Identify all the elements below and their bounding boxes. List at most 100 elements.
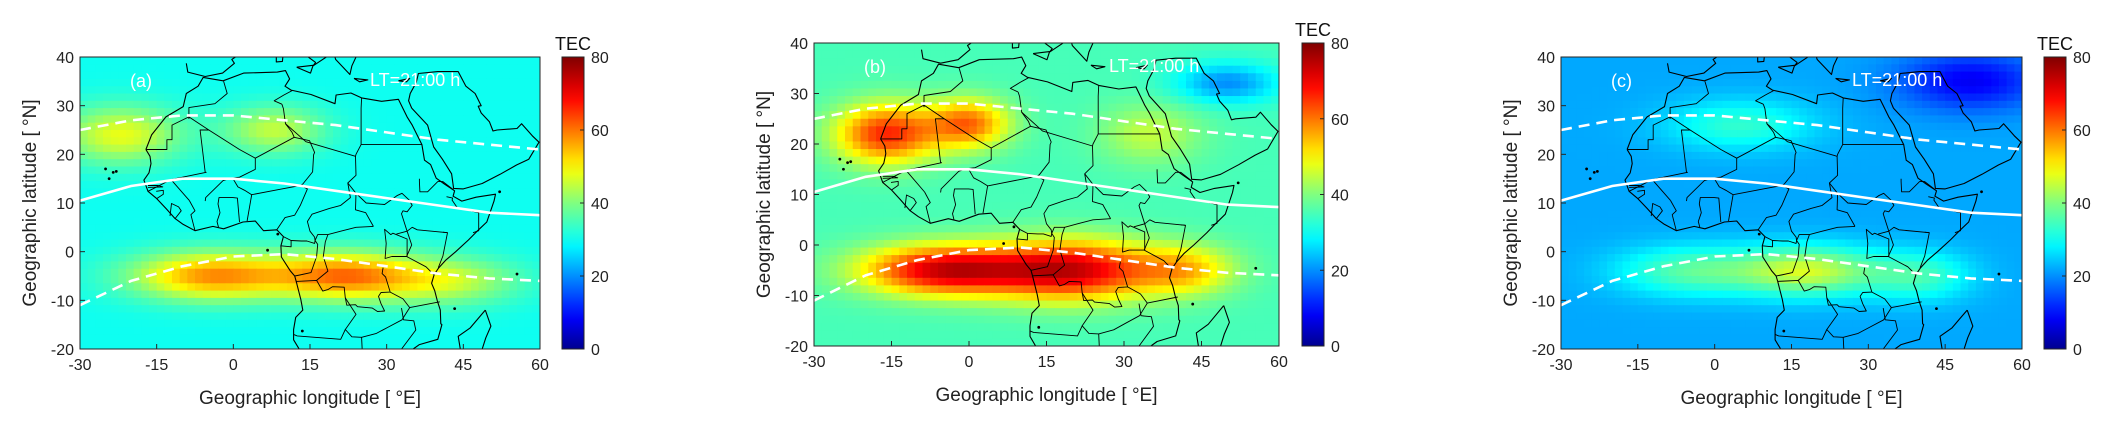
heatmap-cell: [1147, 300, 1156, 309]
island-dot: [453, 307, 457, 311]
heatmap-cell: [501, 151, 510, 160]
country-border: [296, 279, 391, 312]
heatmap-cell: [984, 330, 993, 340]
heatmap-cell: [1077, 50, 1086, 59]
heatmap-cell: [953, 277, 962, 287]
heatmap-cell: [271, 100, 280, 109]
heatmap-cell: [976, 217, 986, 226]
heatmap-cell: [486, 166, 495, 175]
heatmap-cell: [1100, 277, 1110, 287]
heatmap-cell: [494, 297, 503, 306]
heatmap-cell: [432, 181, 441, 189]
heatmap-cell: [363, 203, 372, 211]
heatmap-cell: [225, 290, 234, 299]
heatmap-cell: [821, 65, 831, 74]
heatmap-cell: [440, 305, 449, 314]
heatmap-cell: [1155, 247, 1164, 256]
heatmap-cell: [532, 246, 540, 255]
heatmap-cell: [294, 71, 303, 80]
heatmap-cell: [509, 188, 518, 197]
heatmap-cell: [379, 327, 388, 335]
heatmap-cell: [287, 341, 296, 349]
heatmap-cell: [1085, 315, 1094, 324]
heatmap-cell: [876, 65, 885, 74]
heatmap-cell: [1186, 111, 1195, 120]
heatmap-cell: [524, 93, 533, 102]
heatmap-cell: [440, 100, 449, 109]
heatmap-cell: [1085, 118, 1094, 127]
heatmap-cell: [95, 108, 104, 116]
heatmap-cell: [225, 334, 234, 343]
heatmap-cell: [455, 261, 464, 270]
heatmap-cell: [241, 195, 250, 204]
heatmap-cell: [1085, 171, 1094, 180]
x-tick-label: 15: [301, 357, 319, 374]
heatmap-cell: [1147, 308, 1156, 317]
heatmap-cell: [524, 283, 533, 292]
heatmap-cell: [118, 181, 127, 189]
heatmap-cell: [248, 341, 257, 349]
heatmap-cell: [876, 80, 885, 90]
heatmap-cell: [340, 130, 349, 138]
heatmap-cell: [938, 202, 947, 211]
heatmap-cell: [1232, 255, 1241, 264]
heatmap-cell: [1000, 247, 1009, 256]
heatmap-cell: [1000, 80, 1009, 90]
heatmap-cell: [417, 122, 426, 131]
heatmap-cell: [287, 173, 296, 182]
heatmap-cell: [1178, 292, 1187, 302]
heatmap-cell: [486, 144, 495, 153]
heatmap-cell: [363, 261, 372, 270]
heatmap-cell: [241, 188, 250, 197]
heatmap-cell: [1085, 270, 1094, 279]
heatmap-cell: [1077, 80, 1086, 90]
heatmap-cell: [845, 338, 854, 346]
heatmap-cell: [845, 323, 854, 332]
heatmap-cell: [126, 195, 135, 204]
heatmap-cell: [478, 210, 487, 219]
heatmap-cell: [1085, 164, 1094, 173]
heatmap-cell: [1263, 103, 1272, 112]
heatmap-cell: [524, 115, 533, 124]
heatmap-cell: [371, 290, 380, 299]
heatmap-cell: [279, 130, 288, 138]
heatmap-cell: [172, 312, 181, 321]
heatmap-cell: [402, 217, 411, 226]
heatmap-cell: [914, 96, 924, 105]
heatmap-cell: [914, 43, 924, 52]
heatmap-cell: [440, 166, 449, 175]
heatmap-cell: [1100, 209, 1110, 218]
heatmap-cell: [860, 65, 869, 74]
heatmap-cell: [348, 276, 357, 284]
heatmap-cell: [969, 270, 978, 279]
heatmap-cell: [1031, 96, 1040, 105]
heatmap-cell: [471, 71, 480, 80]
heatmap-cell: [271, 232, 280, 241]
heatmap-cell: [1217, 58, 1226, 67]
heatmap-cell: [1201, 292, 1210, 302]
heatmap-cell: [1248, 126, 1257, 135]
heatmap-cell: [883, 285, 893, 294]
heatmap-cell: [1217, 330, 1226, 340]
heatmap-cell: [225, 166, 234, 175]
heatmap-cell: [1062, 171, 1071, 180]
heatmap-cell: [1217, 239, 1226, 249]
heatmap-cell: [953, 171, 962, 180]
heatmap-cell: [1031, 194, 1040, 203]
heatmap-cell: [356, 173, 365, 182]
heatmap-cell: [945, 224, 955, 233]
heatmap-cell: [1240, 118, 1249, 127]
heatmap-cell: [1178, 255, 1187, 264]
heatmap-cell: [187, 217, 196, 226]
heatmap-cell: [325, 261, 334, 270]
heatmap-cell: [1240, 338, 1249, 346]
heatmap-cell: [95, 254, 104, 262]
heatmap-cell: [1007, 126, 1017, 135]
heatmap-cell: [509, 341, 518, 349]
heatmap-cell: [1031, 292, 1040, 302]
heatmap-cell: [210, 137, 219, 146]
heatmap-cell: [860, 58, 869, 67]
heatmap-cell: [340, 341, 349, 349]
heatmap-cell: [1077, 186, 1086, 196]
heatmap-cell: [1224, 239, 1234, 249]
